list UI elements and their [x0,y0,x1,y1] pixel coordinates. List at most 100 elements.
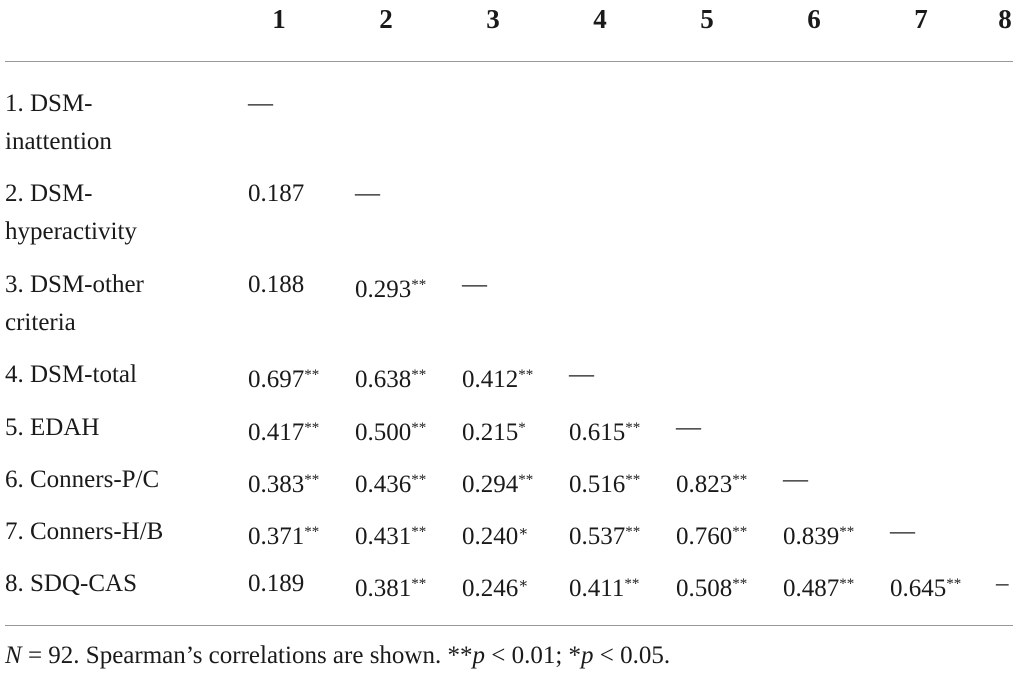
cell-value: 0.508 [676,575,733,602]
significance: ** [411,524,427,540]
cell-value: 0.294 [462,471,519,498]
significance: ** [518,472,534,488]
significance: ** [625,420,641,436]
cell-value: 0.697 [248,366,305,393]
cell: 0.760** [676,513,747,556]
significance: ** [411,367,427,383]
cell: 0.411** [569,565,639,608]
cell: 0.431** [355,513,426,556]
cell-value: 0.188 [248,271,305,298]
significance: ** [732,524,748,540]
cell-value: 0.615 [569,419,626,446]
cell: 0.516** [569,461,640,504]
cell-value: 0.516 [569,471,626,498]
significance: ** [625,524,641,540]
footnote-part: < 0.05. [593,642,671,669]
cell: — [569,356,594,394]
row-label: 4. DSM-total [5,361,137,388]
significance: * [518,420,526,436]
footnote-part: = 92. Spearman’s correlations are shown.… [21,642,473,669]
row-label: 5. EDAH [5,414,100,441]
column-header: 2 [379,4,393,34]
footnote-part: < 0.01; * [484,642,582,669]
cell: 0.697** [248,356,319,399]
column-header: 3 [486,4,500,34]
cell: – [996,565,1009,603]
row-label: 1. DSM-inattention [5,90,112,155]
cell: 0.839** [783,513,854,556]
cell: 0.188 [248,266,304,304]
column-header: 8 [998,4,1012,34]
cell-value: 0.246 [462,575,519,602]
footnote-part: p [581,642,594,669]
cell-value: 0.411 [569,575,625,602]
cell: — [890,513,915,551]
cell: 0.537** [569,513,640,556]
footer-rule [5,625,1013,626]
header-rule [5,61,1013,62]
column-header: 1 [272,4,286,34]
cell: — [248,85,273,123]
cell-value: 0.417 [248,419,305,446]
footnote-part: p [472,642,485,669]
cell: 0.508** [676,565,747,608]
footnote: N = 92. Spearman’s correlations are show… [5,642,670,670]
cell: 0.294** [462,461,533,504]
column-header: 7 [914,4,928,34]
cell: 0.823** [676,461,747,504]
footnote-part: N [5,642,22,669]
cell: 0.371** [248,513,319,556]
column-header: 5 [700,4,714,34]
cell: — [355,175,380,213]
cell: 0.240∗ [462,513,528,556]
cell: 0.615** [569,409,640,452]
significance: ** [624,576,640,592]
significance: ** [411,420,427,436]
significance: ** [304,524,320,540]
significance: ** [304,472,320,488]
cell-value: 0.537 [569,523,626,550]
significance: ** [839,524,855,540]
cell: 0.383** [248,461,319,504]
cell-value: 0.760 [676,523,733,550]
row-label: 6. Conners-P/C [5,466,160,493]
significance: ** [411,472,427,488]
significance: ** [732,576,748,592]
cell: 0.189 [248,565,304,603]
cell-value: 0.823 [676,471,733,498]
cell-value: – [996,570,1009,597]
cell: 0.645** [890,565,961,608]
cell-value: 0.381 [355,575,412,602]
cell-value: — [569,361,594,388]
cell: 0.246∗ [462,565,528,608]
cell: 0.412** [462,356,533,399]
column-header: 6 [807,4,821,34]
cell: — [783,461,808,499]
cell: 0.500** [355,409,426,452]
cell-value: — [462,271,487,298]
cell-value: 0.187 [248,180,305,207]
row-label: 2. DSM-hyperactivity [5,180,137,245]
cell: 0.638** [355,356,426,399]
column-header: 4 [593,4,607,34]
cell-value: 0.412 [462,366,519,393]
significance: ∗ [518,524,529,540]
cell-value: 0.638 [355,366,412,393]
cell-value: 0.383 [248,471,305,498]
significance: ** [732,472,748,488]
cell-value: 0.240 [462,523,519,550]
cell-value: 0.215 [462,419,519,446]
significance: ** [411,576,427,592]
cell: 0.381** [355,565,426,608]
cell-value: — [248,90,273,117]
cell: — [676,409,701,447]
significance: ** [625,472,641,488]
cell-value: — [355,180,380,207]
cell-value: — [783,466,808,493]
cell-value: 0.436 [355,471,412,498]
cell: 0.487** [783,565,854,608]
cell: 0.417** [248,409,319,452]
cell: 0.187 [248,175,304,213]
significance: ** [411,277,427,293]
